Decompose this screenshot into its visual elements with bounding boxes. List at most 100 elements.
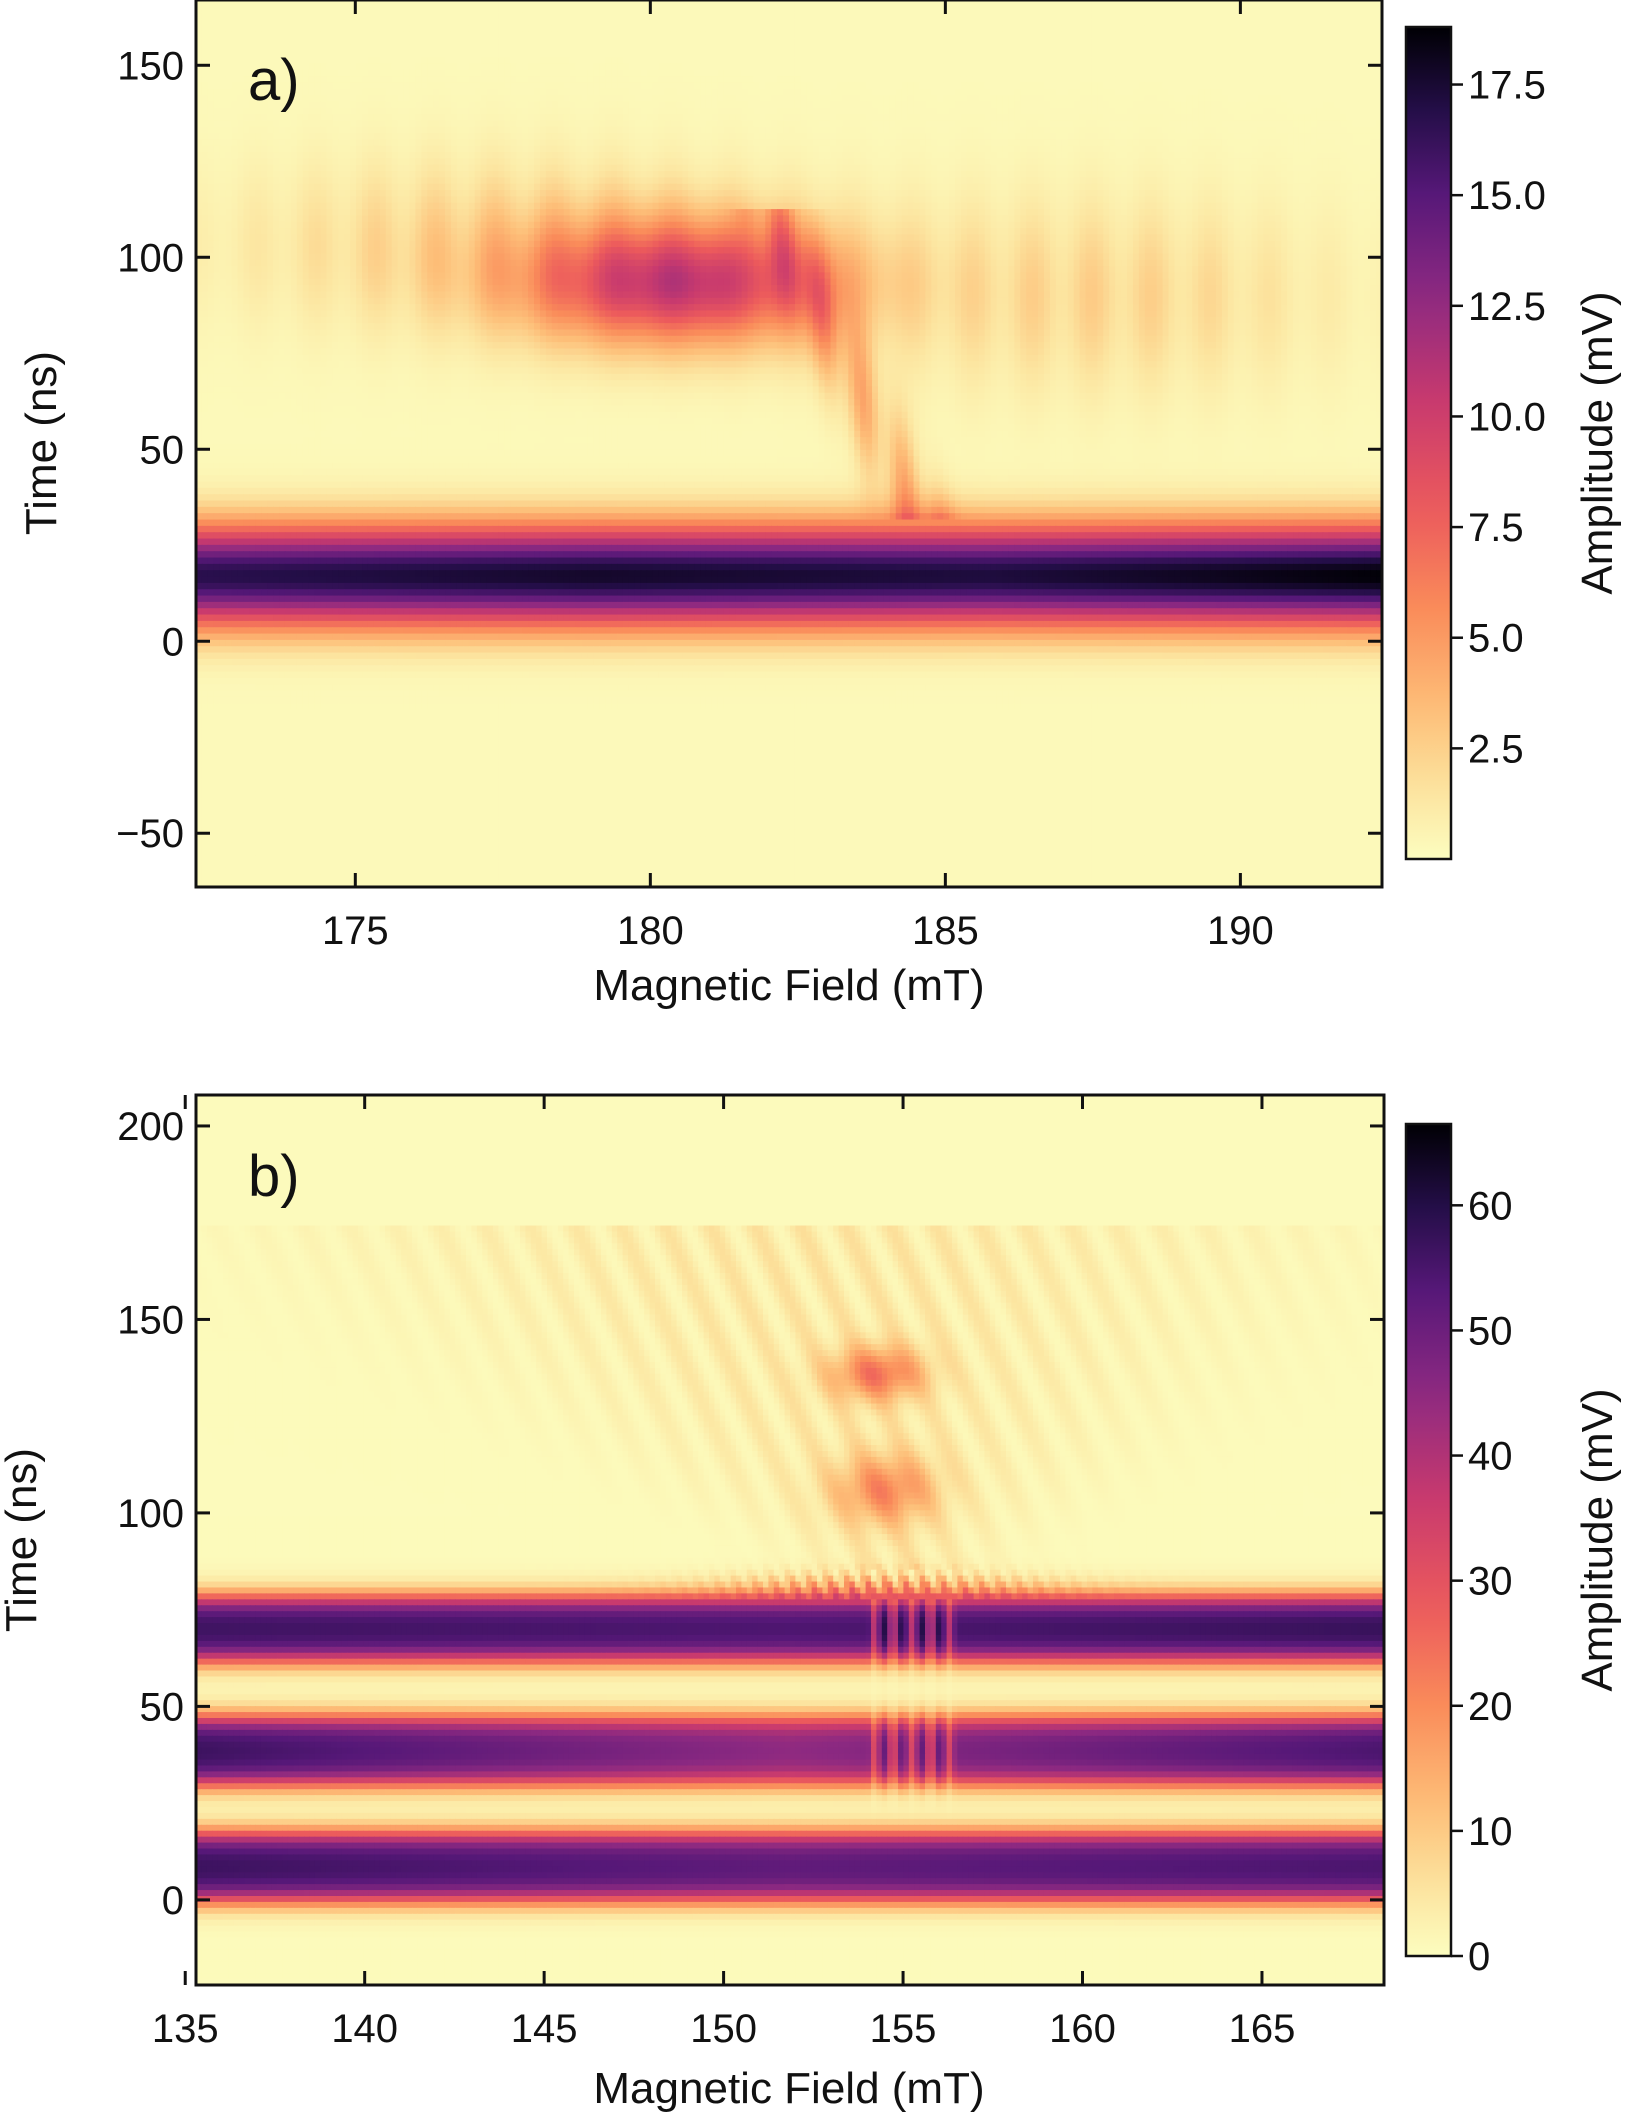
heatmap-cell: [255, 6, 262, 13]
heatmap-cell: [1252, 13, 1259, 20]
heatmap-cell: [1115, 13, 1122, 20]
heatmap-cell: [967, 6, 974, 13]
heatmap-cell: [576, 6, 583, 13]
heatmap-cell: [635, 6, 642, 13]
heatmap-cell: [961, 6, 968, 13]
heatmap-cell: [718, 6, 725, 13]
heatmap-cell: [498, 6, 505, 13]
heatmap-cell: [451, 13, 458, 20]
heatmap-cell: [747, 13, 754, 20]
heatmap-cell: [931, 13, 938, 20]
heatmap-cell: [848, 13, 855, 20]
heatmap-cell: [1109, 13, 1116, 20]
heatmap-cell: [1121, 6, 1128, 13]
heatmap-cell: [1163, 13, 1170, 20]
heatmap-cell: [890, 6, 897, 13]
heatmap-cell: [670, 13, 677, 20]
heatmap-cell: [261, 13, 268, 20]
heatmap-cell: [439, 6, 446, 13]
heatmap-cell: [1210, 13, 1217, 20]
heatmap-cell: [848, 6, 855, 13]
heatmap-cell: [896, 13, 903, 20]
panel-a: 175 180 185 190 −50050100150 a) Magnetic Fi…: [17, 0, 1622, 1010]
heatmap-cell: [641, 13, 648, 20]
heatmap-cell: [279, 6, 286, 13]
heatmap-cell: [338, 13, 345, 20]
heatmap-cell: [1139, 13, 1146, 20]
heatmap-cell: [326, 6, 333, 13]
heatmap-cell: [866, 13, 873, 20]
heatmap-cell: [670, 6, 677, 13]
heatmap-cell: [872, 6, 879, 13]
heatmap-cell: [487, 6, 494, 13]
heatmap-cell: [540, 13, 547, 20]
heatmap-cell: [653, 6, 660, 13]
heatmap-cell: [593, 6, 600, 13]
heatmap-cell: [570, 6, 577, 13]
heatmap-cell: [581, 13, 588, 20]
heatmap-cell: [878, 13, 885, 20]
heatmap-cell: [481, 6, 488, 13]
heatmap-cell: [214, 6, 221, 13]
heatmap-cell: [1281, 6, 1288, 13]
heatmap-cell: [469, 6, 476, 13]
heatmap-cell: [344, 6, 351, 13]
heatmap-cell: [925, 6, 932, 13]
heatmap-cell: [362, 13, 369, 20]
heatmap-cell: [1252, 6, 1259, 13]
heatmap-cell: [1002, 13, 1009, 20]
heatmap-cell: [771, 6, 778, 13]
heatmap-cell: [937, 6, 944, 13]
heatmap-cell: [1204, 13, 1211, 20]
heatmap-cell: [629, 13, 636, 20]
heatmap-cell: [1169, 6, 1176, 13]
heatmap-cell: [1352, 6, 1359, 13]
heatmap-cell: [552, 13, 559, 20]
heatmap-cell: [997, 6, 1004, 13]
heatmap-cell: [759, 13, 766, 20]
heatmap-cell: [1068, 6, 1075, 13]
heatmap-cell: [836, 6, 843, 13]
heatmap-cell: [291, 13, 298, 20]
heatmap-cell: [303, 13, 310, 20]
heatmap-cell: [540, 6, 547, 13]
heatmap-cell: [1216, 6, 1223, 13]
heatmap-cell: [315, 13, 322, 20]
heatmap-cell: [409, 13, 416, 20]
heatmap-cell: [890, 13, 897, 20]
heatmap-cell: [564, 6, 571, 13]
heatmap-cell: [1151, 6, 1158, 13]
heatmap-cell: [570, 13, 577, 20]
heatmap-cell: [232, 6, 239, 13]
heatmap-cell: [783, 13, 790, 20]
heatmap-cell: [220, 6, 227, 13]
heatmap-cell: [273, 13, 280, 20]
heatmap-cell: [955, 6, 962, 13]
heatmap-cell: [623, 6, 630, 13]
heatmap-cell: [985, 6, 992, 13]
heatmap-cell: [777, 6, 784, 13]
heatmap-cell: [1311, 6, 1318, 13]
heatmap-cell: [777, 13, 784, 20]
heatmap-cell: [249, 13, 256, 20]
heatmap-cell: [332, 13, 339, 20]
heatmap-cell: [326, 13, 333, 20]
heatmap-cell: [1299, 6, 1306, 13]
heatmap-cell: [392, 13, 399, 20]
heatmap-cell: [718, 13, 725, 20]
heatmap-cell: [997, 13, 1004, 20]
heatmap-cell: [267, 13, 274, 20]
heatmap-cell: [1044, 6, 1051, 13]
heatmap-cell: [1133, 6, 1140, 13]
heatmap-cell: [664, 13, 671, 20]
heatmap-cell: [356, 6, 363, 13]
heatmap-cell: [516, 6, 523, 13]
heatmap-cell: [1139, 6, 1146, 13]
heatmap-cell: [433, 6, 440, 13]
heatmap-cell: [1305, 6, 1312, 13]
heatmap-a: [196, 0, 1383, 888]
heatmap-cell: [1287, 6, 1294, 13]
heatmap-cell: [498, 13, 505, 20]
heatmap-cell: [1174, 13, 1181, 20]
heatmap-cell: [463, 13, 470, 20]
